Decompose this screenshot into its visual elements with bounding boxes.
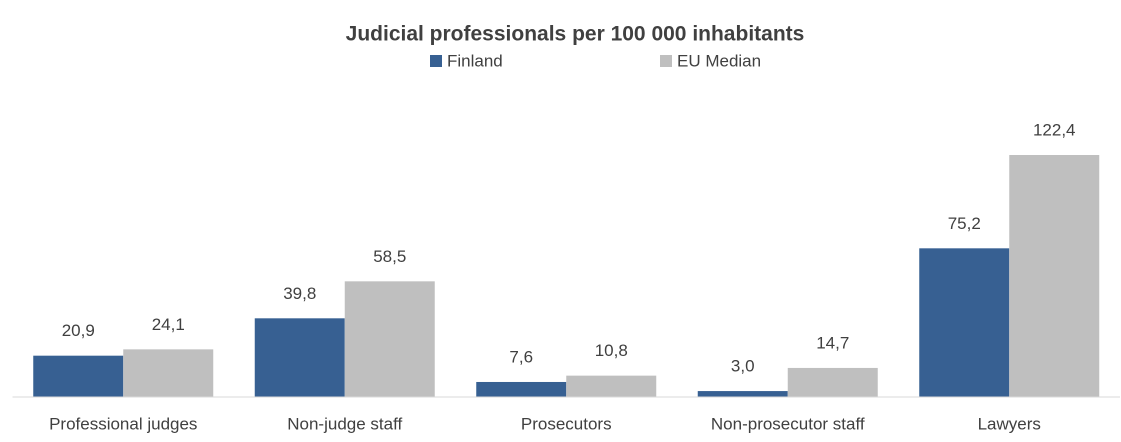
value-label: 75,2 [948, 214, 981, 233]
x-tick-label: Lawyers [978, 414, 1041, 433]
value-label: 10,8 [595, 341, 628, 360]
value-label: 39,8 [283, 284, 316, 303]
bar [787, 367, 878, 397]
bar [566, 375, 657, 397]
bar [254, 318, 345, 397]
bar [33, 355, 124, 397]
bar [344, 281, 435, 397]
value-label: 7,6 [509, 347, 533, 366]
legend-swatch [430, 55, 442, 67]
chart-title: Judicial professionals per 100 000 inhab… [346, 23, 805, 46]
bar [919, 248, 1010, 397]
x-tick-label: Non-prosecutor staff [711, 414, 865, 433]
bar [1009, 155, 1100, 397]
value-label: 14,7 [816, 333, 849, 352]
legend-label: EU Median [677, 51, 761, 70]
legend-label: Finland [447, 51, 503, 70]
value-label: 122,4 [1033, 120, 1076, 139]
x-tick-label: Professional judges [49, 414, 197, 433]
value-label: 20,9 [62, 321, 95, 340]
x-tick-label: Non-judge staff [287, 414, 402, 433]
value-label: 24,1 [152, 315, 185, 334]
x-tick-label: Prosecutors [521, 414, 612, 433]
bar [123, 349, 214, 397]
value-label: 58,5 [373, 247, 406, 266]
legend-swatch [660, 55, 672, 67]
bar [476, 381, 567, 397]
bar [697, 391, 788, 397]
value-label: 3,0 [731, 357, 755, 376]
